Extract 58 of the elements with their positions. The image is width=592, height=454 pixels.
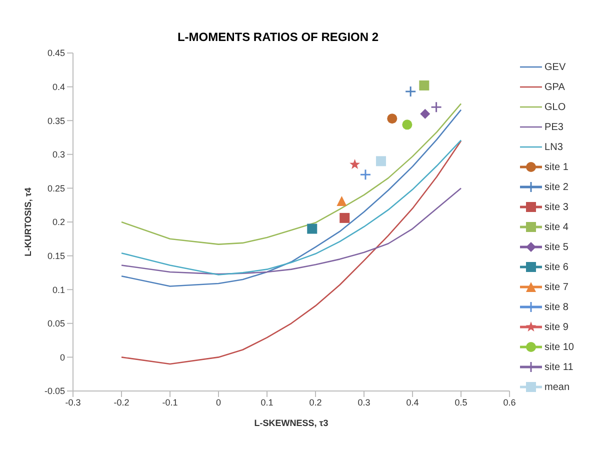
- x-tick-label: 0.5: [454, 397, 468, 408]
- x-tick-label: -0.1: [162, 397, 178, 408]
- line-series: [120, 140, 462, 276]
- x-tick-label: 0.3: [358, 397, 370, 408]
- point: [387, 114, 398, 124]
- legend-label: site 8: [544, 302, 568, 312]
- legend-label: GPA: [544, 82, 565, 92]
- point: [340, 212, 350, 223]
- y-tick-label: 0.15: [47, 250, 65, 261]
- y-tick-label: 0.1: [52, 284, 65, 295]
- legend-label: LN3: [544, 142, 563, 152]
- point: [419, 80, 430, 90]
- point: [307, 224, 318, 234]
- y-tick-label: 0.3: [52, 150, 65, 160]
- line-series: [120, 103, 462, 245]
- x-tick-label: -0.2: [114, 397, 130, 408]
- y-tick-label: 0.45: [47, 48, 65, 58]
- point: [402, 120, 412, 130]
- y-tick-label: 0.05: [47, 318, 65, 329]
- x-tick-label: 0.1: [260, 397, 274, 408]
- x-tick-label: -0.3: [65, 397, 81, 408]
- line-series: [120, 188, 462, 275]
- x-tick-label: 0.6: [503, 397, 516, 408]
- legend-label: site 3: [544, 202, 568, 212]
- y-tick-label: 0.4: [52, 82, 65, 92]
- point: [404, 86, 416, 98]
- legend-label: site 7: [544, 282, 568, 292]
- legend-label: site 10: [544, 342, 574, 352]
- y-tick-label: 0.2: [52, 217, 65, 228]
- y-tick-label: -0.05: [44, 386, 65, 396]
- point: [350, 159, 360, 169]
- chart-title: L-MOMENTS RATIOS OF REGION 2: [176, 30, 380, 44]
- legend-label: site 11: [544, 362, 574, 372]
- x-tick-label: 0.4: [406, 397, 419, 408]
- line-series: [120, 140, 462, 365]
- line-series: [120, 109, 462, 287]
- legend-label: site 1: [544, 162, 568, 172]
- point: [360, 168, 372, 180]
- legend-label: site 2: [544, 182, 568, 192]
- x-tick-label: 0: [216, 397, 222, 408]
- point: [336, 196, 347, 206]
- legend-label: mean: [544, 382, 570, 392]
- x-axis-title: L-SKEWNESS, τ3: [254, 418, 328, 428]
- legend-label: GLO: [544, 102, 566, 112]
- y-axis-title: L-KURTOSIS, τ4: [23, 188, 34, 256]
- point: [376, 156, 386, 166]
- y-tick-label: 0.35: [47, 116, 65, 126]
- legend-label: site 4: [544, 222, 568, 232]
- legend-label: site 5: [544, 242, 568, 252]
- y-tick-label: 0.25: [47, 183, 65, 194]
- point: [430, 101, 442, 113]
- legend-label: site 6: [544, 262, 568, 272]
- legend-label: PE3: [544, 122, 564, 132]
- y-tick-label: 0: [60, 352, 65, 362]
- legend-label: site 9: [544, 322, 568, 332]
- point: [420, 108, 430, 119]
- legend-label: GEV: [544, 62, 566, 72]
- x-tick-label: 0.2: [309, 397, 322, 408]
